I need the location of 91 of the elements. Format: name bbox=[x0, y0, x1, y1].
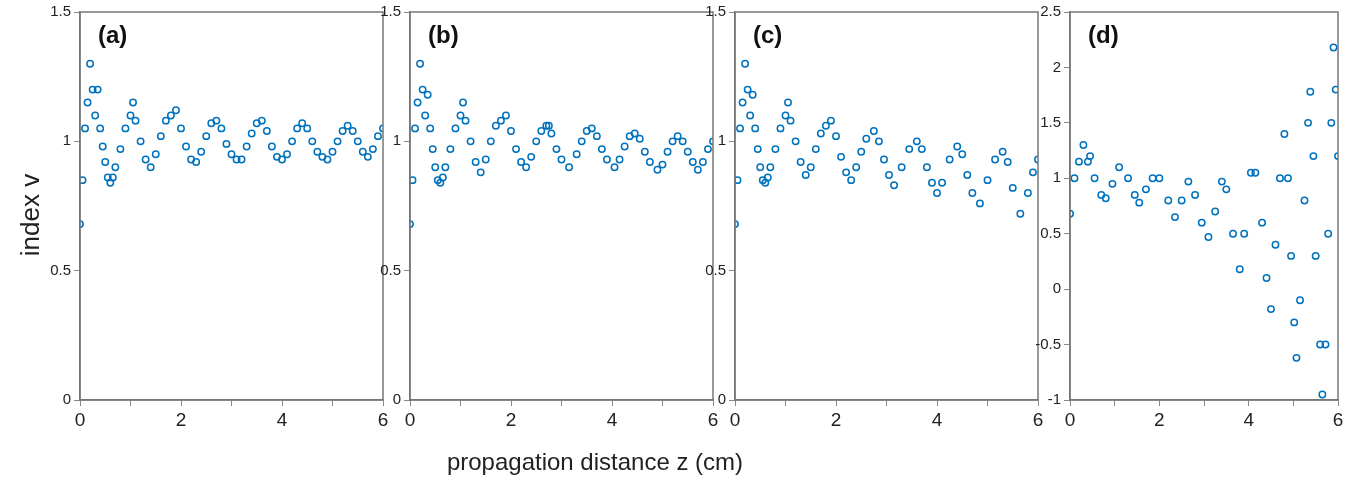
point bbox=[1204, 233, 1213, 241]
x-tick-label: 4 bbox=[1243, 408, 1255, 430]
point bbox=[1251, 168, 1260, 177]
point bbox=[1235, 265, 1244, 274]
point bbox=[1246, 168, 1255, 177]
point bbox=[1229, 229, 1237, 238]
point bbox=[1240, 229, 1249, 238]
point bbox=[1309, 152, 1318, 161]
point bbox=[1296, 296, 1304, 305]
point bbox=[1090, 174, 1099, 183]
x-tick-label: 4 bbox=[606, 408, 618, 430]
y-tick-label: 1 bbox=[717, 131, 726, 149]
point bbox=[1070, 174, 1079, 183]
y-axis-title: index v bbox=[14, 173, 46, 257]
point bbox=[1164, 196, 1173, 205]
chart-title: (b) bbox=[428, 20, 459, 48]
y-tick-label: 0.5 bbox=[1040, 223, 1061, 241]
x-tick-label: 6 bbox=[707, 408, 719, 430]
chart-title: (d) bbox=[1088, 20, 1119, 48]
y-tick-label: 1 bbox=[62, 131, 71, 149]
point bbox=[1271, 240, 1280, 249]
point bbox=[1141, 185, 1150, 194]
point bbox=[1115, 163, 1124, 172]
y-tick-label: -1 bbox=[1047, 390, 1061, 408]
x-tick-label: 6 bbox=[377, 408, 389, 430]
point bbox=[1290, 318, 1299, 327]
x-tick-label: 6 bbox=[1332, 408, 1344, 430]
point bbox=[1262, 274, 1271, 283]
x-tick-label: 2 bbox=[830, 408, 842, 430]
point bbox=[1130, 190, 1139, 199]
point bbox=[1222, 185, 1231, 194]
point bbox=[1292, 353, 1301, 362]
point bbox=[1327, 118, 1336, 127]
point bbox=[1155, 174, 1164, 183]
point bbox=[1284, 174, 1292, 183]
point bbox=[1316, 340, 1325, 349]
point bbox=[1304, 118, 1313, 127]
point bbox=[1318, 390, 1327, 399]
y-tick-label: -0.5 bbox=[1035, 334, 1061, 352]
y-tick-label: 0.5 bbox=[705, 260, 726, 278]
point bbox=[1287, 251, 1296, 260]
point bbox=[1124, 174, 1133, 183]
y-tick-label: 2.5 bbox=[1040, 2, 1061, 20]
y-tick-label: 1.5 bbox=[705, 2, 726, 20]
point bbox=[1280, 129, 1289, 138]
point bbox=[1275, 174, 1284, 183]
point bbox=[1211, 207, 1220, 216]
chart-title: (c) bbox=[753, 20, 783, 48]
point bbox=[1300, 196, 1309, 205]
y-tick-label: 0.5 bbox=[380, 260, 401, 278]
point bbox=[1135, 198, 1144, 207]
point bbox=[1258, 218, 1267, 227]
point bbox=[1184, 177, 1193, 186]
point bbox=[1267, 305, 1275, 314]
point bbox=[1097, 190, 1106, 199]
chart-title: (a) bbox=[98, 20, 128, 48]
y-tick-label: 0 bbox=[1052, 279, 1061, 297]
x-tick-label: 2 bbox=[1154, 408, 1165, 430]
y-tick-label: 1.5 bbox=[1040, 113, 1061, 130]
point bbox=[1321, 340, 1330, 349]
point bbox=[1083, 157, 1092, 166]
x-tick-label: 6 bbox=[1032, 408, 1044, 430]
point bbox=[1177, 196, 1186, 205]
x-tick-label: 2 bbox=[505, 408, 517, 430]
point bbox=[1086, 152, 1095, 161]
y-tick-label: 0 bbox=[392, 390, 401, 408]
y-tick-label: 2 bbox=[1052, 57, 1061, 75]
y-tick-label: 0 bbox=[62, 390, 71, 408]
point bbox=[1191, 190, 1200, 199]
x-tick-label: 4 bbox=[931, 408, 943, 430]
point bbox=[1306, 87, 1315, 96]
point bbox=[1197, 218, 1206, 227]
point bbox=[1311, 251, 1320, 260]
x-axis-title: propagation distance z (cm) bbox=[446, 448, 744, 476]
y-tick-label: 1.5 bbox=[380, 2, 401, 20]
point bbox=[1171, 213, 1179, 222]
y-tick-label: 0.5 bbox=[50, 260, 71, 278]
x-tick-label: 2 bbox=[175, 408, 187, 430]
y-tick-label: 1 bbox=[1052, 168, 1061, 186]
point bbox=[1148, 174, 1157, 183]
point bbox=[1079, 141, 1088, 149]
point bbox=[1101, 194, 1110, 203]
point bbox=[1108, 179, 1117, 188]
y-tick-label: 0 bbox=[717, 390, 726, 408]
x-tick-label: 4 bbox=[276, 408, 288, 430]
y-tick-label: 1 bbox=[392, 131, 401, 149]
point bbox=[1324, 229, 1333, 238]
point bbox=[1074, 157, 1083, 166]
point bbox=[1217, 177, 1226, 186]
y-tick-label: 1.5 bbox=[50, 2, 71, 20]
point bbox=[1329, 43, 1338, 52]
